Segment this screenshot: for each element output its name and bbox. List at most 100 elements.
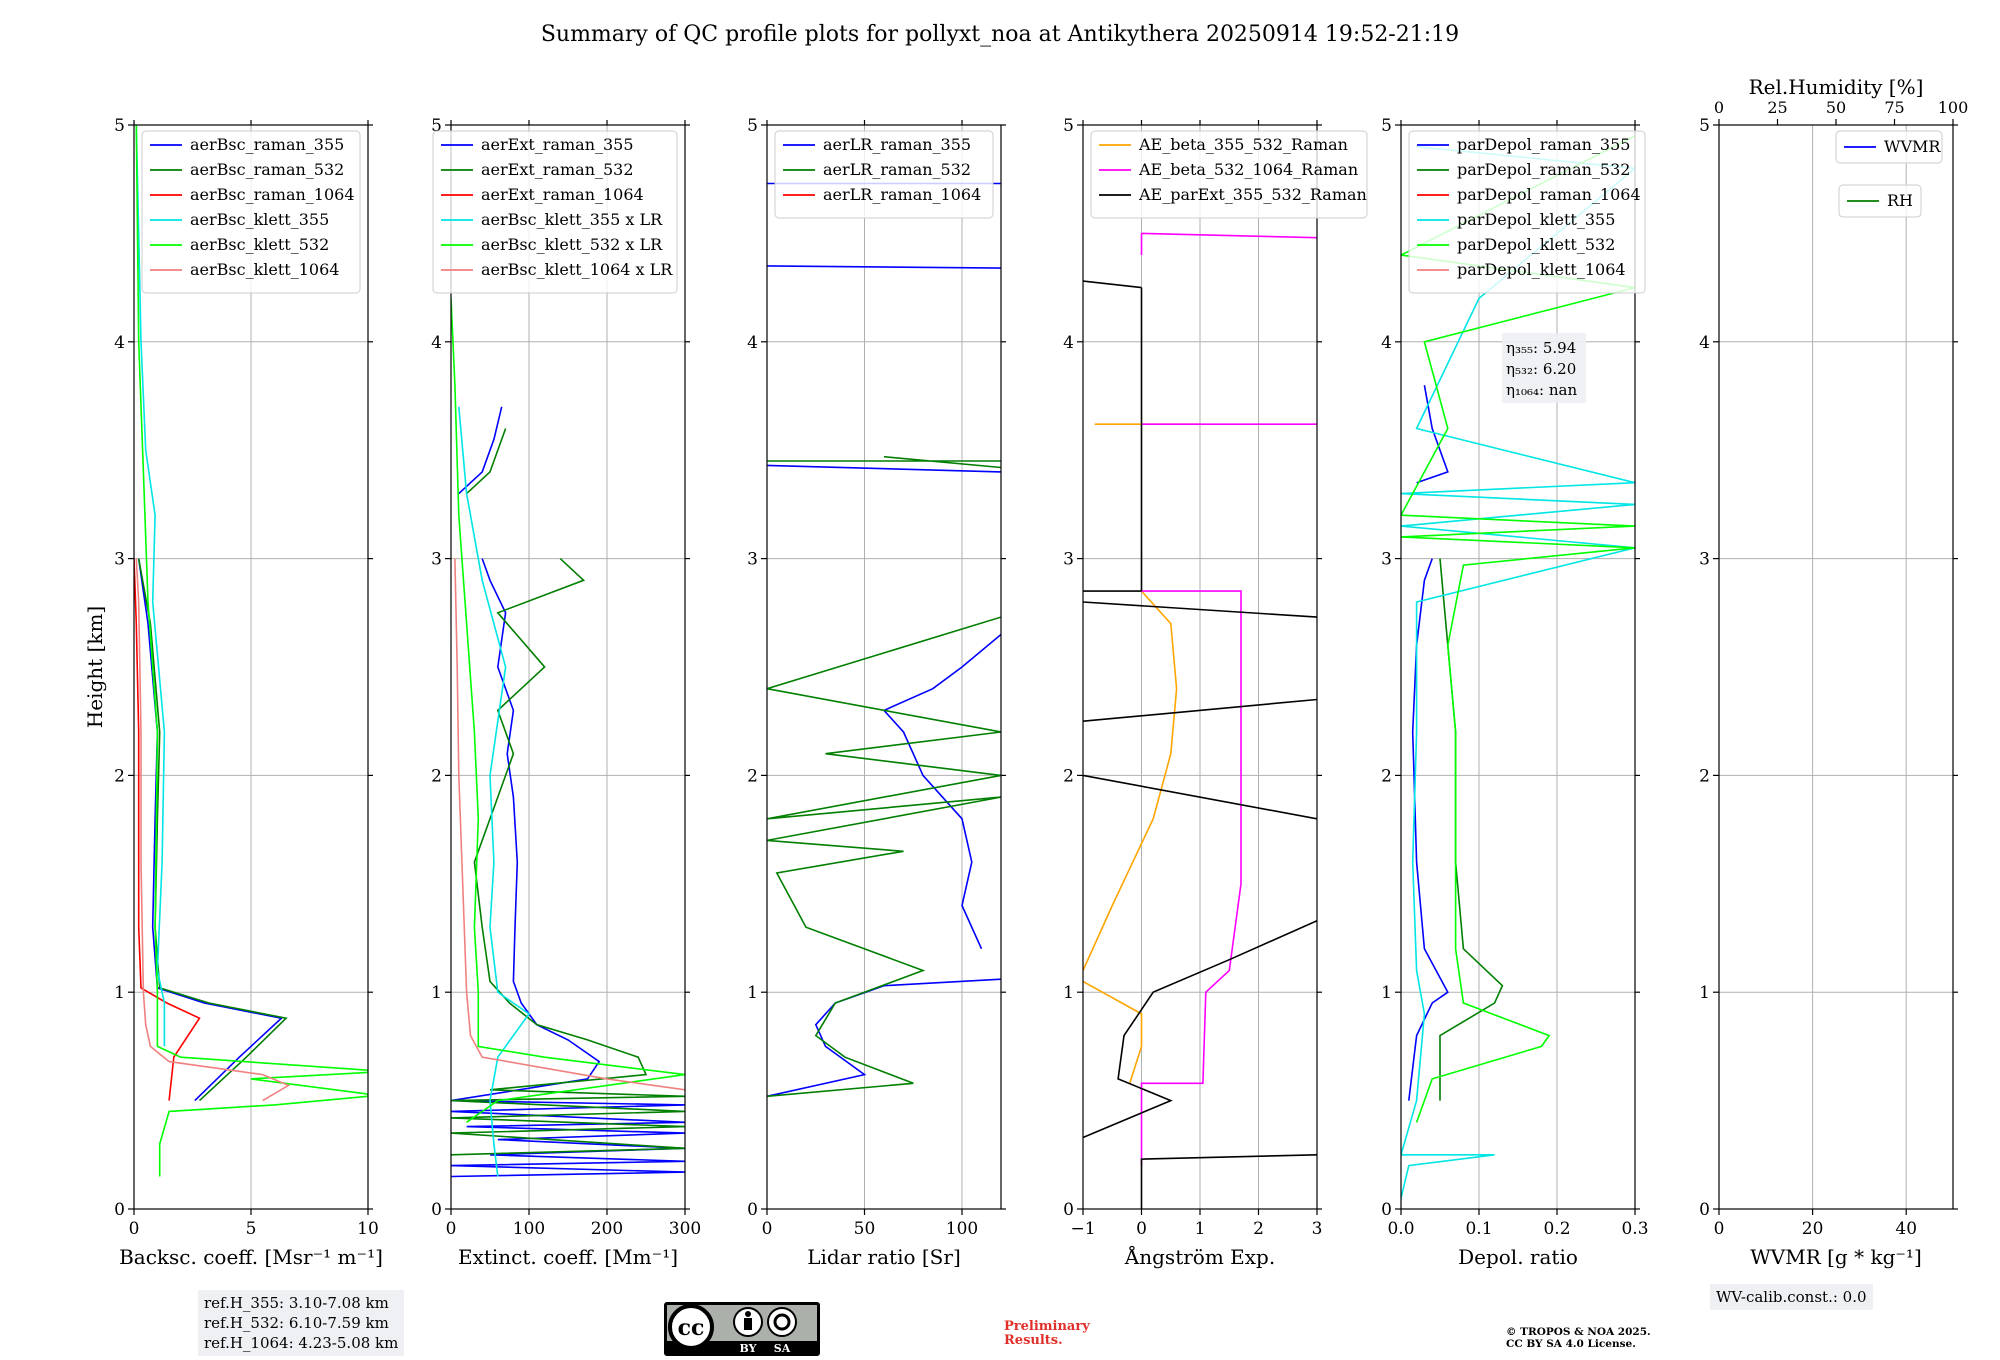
axes-frame <box>450 124 686 1210</box>
x-axis-label: Extinct. coeff. [Mm⁻¹] <box>458 1245 678 1269</box>
legend-label: AE_beta_355_532_Raman <box>1138 135 1348 154</box>
series-line-aerLR-raman-355 <box>767 182 1001 1098</box>
panel-3: 0 50 100 0 1 2 3 4 5 Lidar ratio [Sr] aerLR_raman_… <box>747 116 1006 1269</box>
ref-height-note: ref.H_355: 3.10-7.08 km ref.H_532: 6.10-… <box>198 1290 405 1356</box>
legend-label: parDepol_klett_532 <box>1457 235 1615 254</box>
axes-frame <box>1400 124 1636 1210</box>
legend-label: aerBsc_klett_355 x LR <box>481 210 663 229</box>
axes-frame <box>766 124 1002 1210</box>
legend-label: aerExt_raman_355 <box>481 135 634 154</box>
y-tick-label: 0 <box>431 1200 442 1220</box>
x2-tick-label: 50 <box>1826 98 1846 117</box>
y-tick-label: 2 <box>114 766 125 786</box>
x-tick-label: 300 <box>669 1219 701 1239</box>
series-line-parDepol-klett-532 <box>1401 135 1635 1123</box>
eta-annotation-line: η₅₃₂: 6.20 <box>1506 360 1576 378</box>
y-tick-label: 0 <box>1699 1200 1710 1220</box>
legend-label: parDepol_raman_1064 <box>1457 185 1641 204</box>
legend-box <box>1408 130 1646 294</box>
panel-2: 0 100 200 300 0 1 2 3 4 5 Extinct. coeff. [Mm⁻¹] ae… <box>431 116 701 1269</box>
y-tick-label: 5 <box>431 116 442 136</box>
series-group <box>134 125 368 1177</box>
x-tick-label: 2 <box>1253 1219 1264 1239</box>
legend-label: aerExt_raman_1064 <box>481 185 644 204</box>
x-axis-label: Backsc. coeff. [Msr⁻¹ m⁻¹] <box>119 1245 383 1269</box>
x-tick-label: 0.1 <box>1465 1219 1492 1239</box>
y-tick-label: 1 <box>1381 983 1392 1003</box>
x-tick-label: 50 <box>854 1219 876 1239</box>
x-axis-label: Ångström Exp. <box>1124 1244 1275 1269</box>
panel-5: 0.0 0.1 0.2 0.3 0 1 2 3 4 5 Depol. ratio parDepol_r… <box>1381 116 1648 1269</box>
series-line-aerBsc-raman-532 <box>137 558 288 1102</box>
x-tick-label: 100 <box>946 1219 978 1239</box>
y-tick-label: 4 <box>747 333 758 353</box>
x2-tick-label: 25 <box>1767 98 1787 117</box>
x-tick-label: 100 <box>513 1219 545 1239</box>
series-group <box>1083 232 1317 1209</box>
y-tick-label: 1 <box>114 983 125 1003</box>
y-tick-label: 0 <box>1381 1200 1392 1220</box>
legend-label: aerBsc_raman_1064 <box>190 185 355 204</box>
legend-label: parDepol_klett_355 <box>1457 210 1615 229</box>
x-tick-label: 0 <box>1714 1219 1725 1239</box>
wv-calib-note: WV-calib.const.: 0.0 <box>1710 1284 1873 1310</box>
y-tick-label: 3 <box>114 550 125 570</box>
cc-by-label: BY <box>740 1342 757 1355</box>
legend-label: WVMR <box>1884 137 1941 156</box>
cc-text: cc <box>678 1315 705 1341</box>
legend-label: aerBsc_raman_355 <box>190 135 344 154</box>
legend-label: AE_beta_532_1064_Raman <box>1138 160 1358 179</box>
x-tick-label: 0 <box>446 1219 457 1239</box>
x-tick-label: 5 <box>246 1219 257 1239</box>
legend-box <box>1838 184 1922 218</box>
x-tick-label: 0 <box>129 1219 140 1239</box>
y-tick-label: 0 <box>1063 1200 1074 1220</box>
y-tick-label: 2 <box>747 766 758 786</box>
preliminary-line-1: Preliminary <box>1004 1319 1090 1334</box>
legend-label: RH <box>1887 191 1913 210</box>
preliminary-line-2: Results. <box>1004 1333 1063 1348</box>
legend-label: aerLR_raman_532 <box>823 160 971 179</box>
legend-label: aerBsc_klett_355 <box>190 210 329 229</box>
x-tick-label: 0.3 <box>1621 1219 1648 1239</box>
figure-title: Summary of QC profile plots for pollyxt_… <box>540 22 1460 47</box>
x-tick-label: 1 <box>1195 1219 1206 1239</box>
ref-note-1064: ref.H_1064: 4.23-5.08 km <box>204 1334 399 1352</box>
series-line-AE-parExt-355-532-Raman <box>1083 280 1317 1209</box>
y-tick-label: 1 <box>431 983 442 1003</box>
x-tick-label: 40 <box>1895 1219 1917 1239</box>
x-tick-label: 0.2 <box>1543 1219 1570 1239</box>
axes-frame <box>1718 124 1954 1210</box>
y-tick-label: 4 <box>1699 333 1710 353</box>
y-tick-label: 3 <box>1063 550 1074 570</box>
series-group <box>1401 135 1635 1199</box>
y-tick-label: 2 <box>1063 766 1074 786</box>
x2-tick-label: 100 <box>1938 98 1969 117</box>
x-axis-label: Depol. ratio <box>1458 1245 1578 1269</box>
legend-box <box>774 130 994 219</box>
legend-label: aerExt_raman_532 <box>481 160 634 179</box>
legend-label: aerBsc_klett_1064 <box>190 260 339 279</box>
series-line-aerBsc-klett-1064-x-LR <box>454 558 685 1091</box>
y-tick-label: 2 <box>1381 766 1392 786</box>
series-line-aerBsc-klett-532-x-LR <box>451 298 685 1123</box>
x-tick-label: 10 <box>357 1219 379 1239</box>
sa-arrow-icon <box>773 1313 791 1331</box>
panel-1: 0 5 10 0 1 2 3 4 5 Backsc. coeff. [Msr⁻¹ m⁻¹] aerB… <box>114 116 383 1269</box>
y-tick-label: 4 <box>431 333 442 353</box>
legend-box <box>432 130 678 294</box>
series-line-parDepol-klett-355 <box>1401 145 1635 1199</box>
panel-6: 0 20 40 0 1 2 3 4 5 WVMR [g * kg⁻¹] 0 25 50 75 100 Rel.… <box>1699 75 1968 1269</box>
y-axis-label: Height [km] <box>83 606 107 728</box>
series-line-aerBsc-raman-355 <box>137 558 284 1102</box>
x-tick-label: 200 <box>591 1219 623 1239</box>
legend-box <box>1090 130 1368 219</box>
ref-note-355: ref.H_355: 3.10-7.08 km <box>204 1294 389 1312</box>
y-tick-label: 5 <box>1699 116 1710 136</box>
legend-label: aerBsc_klett_532 <box>190 235 329 254</box>
y-tick-label: 5 <box>1381 116 1392 136</box>
series-line-aerBsc-klett-1064 <box>135 558 291 1102</box>
x-tick-label: −1 <box>1070 1219 1095 1239</box>
